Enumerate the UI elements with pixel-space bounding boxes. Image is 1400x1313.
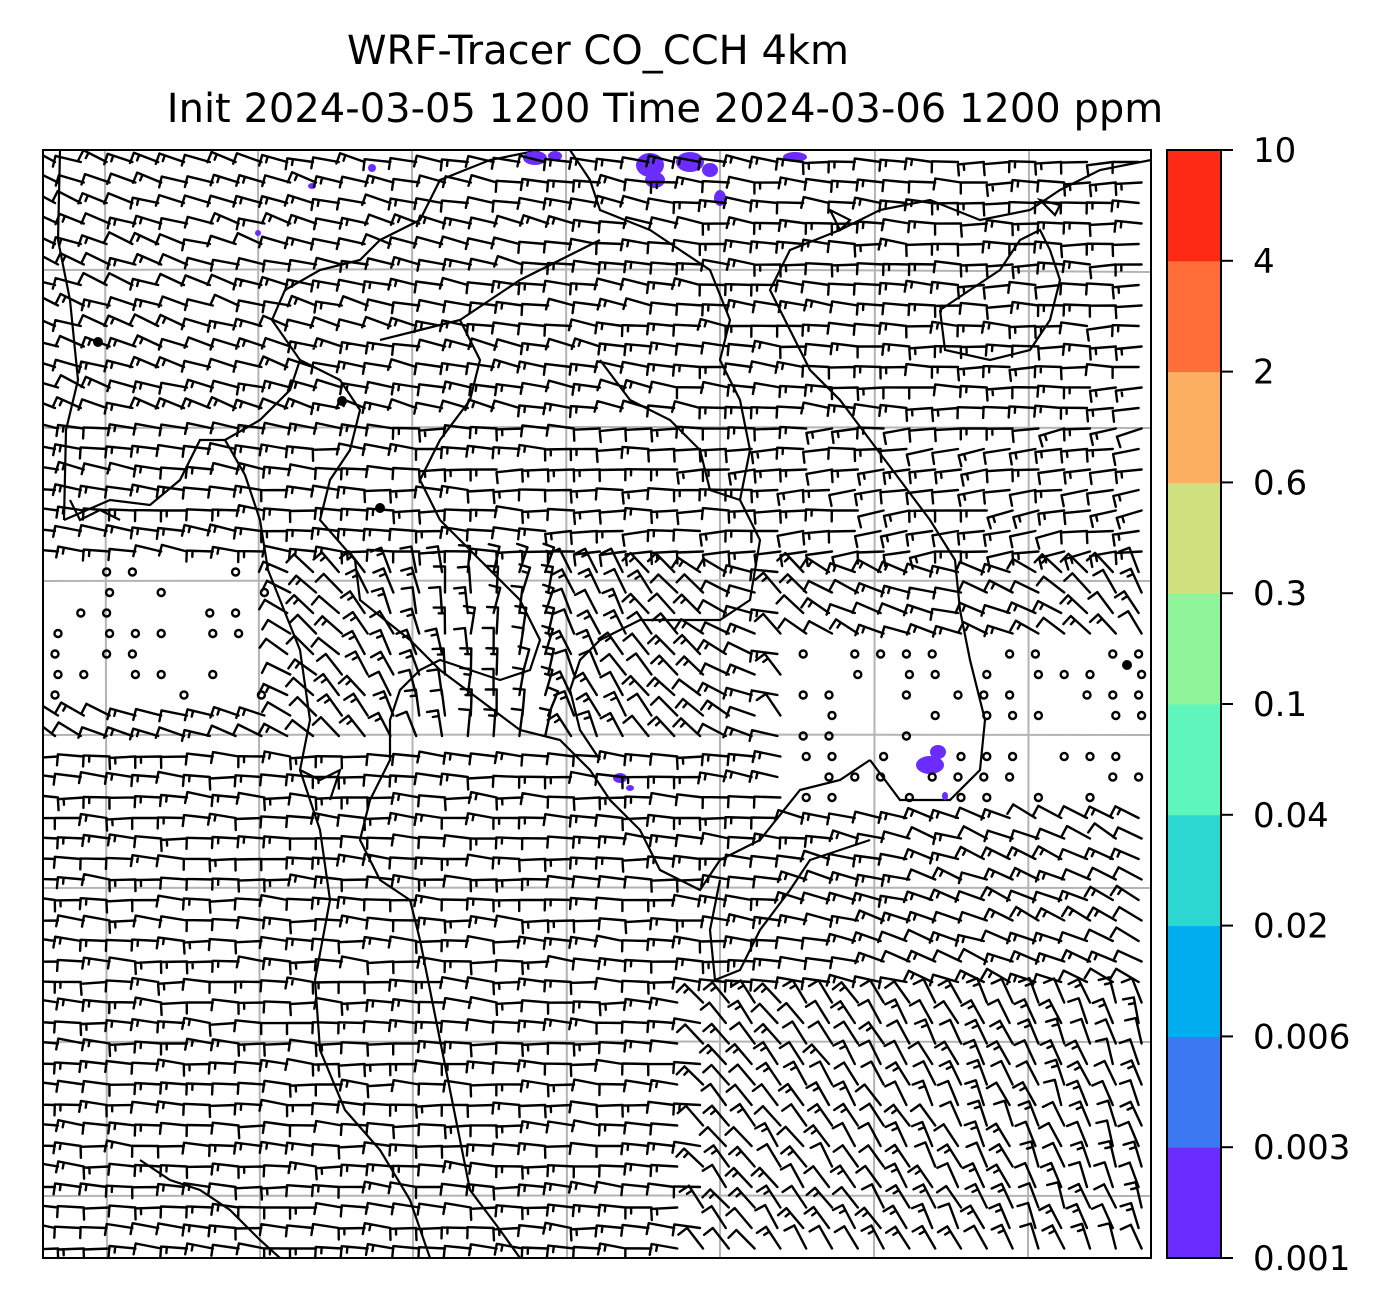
colorbar-tick-label: 0.3 <box>1253 574 1307 614</box>
co-plume-patch <box>930 745 946 759</box>
colorbar-swatch <box>1167 704 1221 816</box>
map-background <box>43 150 1151 1258</box>
co-plume-patch <box>548 151 562 161</box>
co-plume-patch <box>702 163 718 177</box>
station-marker <box>1122 660 1132 670</box>
colorbar-tick-label: 0.006 <box>1253 1017 1350 1057</box>
colorbar-tick-label: 0.04 <box>1253 796 1329 836</box>
colorbar-swatch <box>1167 371 1221 483</box>
colorbar-tick-label: 0.6 <box>1253 463 1307 503</box>
colorbar-swatch <box>1167 1147 1221 1259</box>
colorbar-tick-label: 10 <box>1253 131 1296 171</box>
colorbar-tick-label: 4 <box>1253 242 1275 282</box>
co-plume-patch <box>636 153 664 177</box>
colorbar-swatch <box>1167 482 1221 594</box>
co-plume-patch <box>942 792 948 800</box>
colorbar-tick-label: 0.02 <box>1253 907 1329 947</box>
colorbar-tick-label: 0.1 <box>1253 685 1307 725</box>
co-plume-patch <box>255 230 261 236</box>
colorbar-swatch <box>1167 1036 1221 1148</box>
colorbar: 0.001 0.003 0.006 0.02 0.04 0.1 0.3 0.6 2 4 10 <box>1166 131 1350 1279</box>
map-frame <box>42 149 1152 1259</box>
colorbar-swatch <box>1167 150 1221 262</box>
co-plume-patch <box>916 756 944 774</box>
colorbar-tick-label: 0.003 <box>1253 1128 1350 1168</box>
co-plume-areas <box>255 151 948 800</box>
co-plume-patch <box>676 152 704 172</box>
chart-title: WRF-Tracer CO_CCH 4km <box>346 28 850 74</box>
colorbar-swatch <box>1167 925 1221 1037</box>
chart-subtitle: Init 2024-03-05 1200 Time 2024-03-06 120… <box>166 86 1164 132</box>
colorbar-swatch <box>1167 814 1221 927</box>
co-plume-patch <box>368 164 376 172</box>
colorbar-swatch <box>1167 593 1221 705</box>
colorbar-swatch <box>1167 260 1221 373</box>
co-plume-patch <box>626 785 634 791</box>
station-marker <box>375 503 385 513</box>
station-marker <box>337 396 347 406</box>
station-marker <box>93 337 103 347</box>
colorbar-tick-label: 0.001 <box>1253 1239 1350 1279</box>
co-plume-patch <box>645 172 665 188</box>
colorbar-tick-label: 2 <box>1253 353 1275 393</box>
